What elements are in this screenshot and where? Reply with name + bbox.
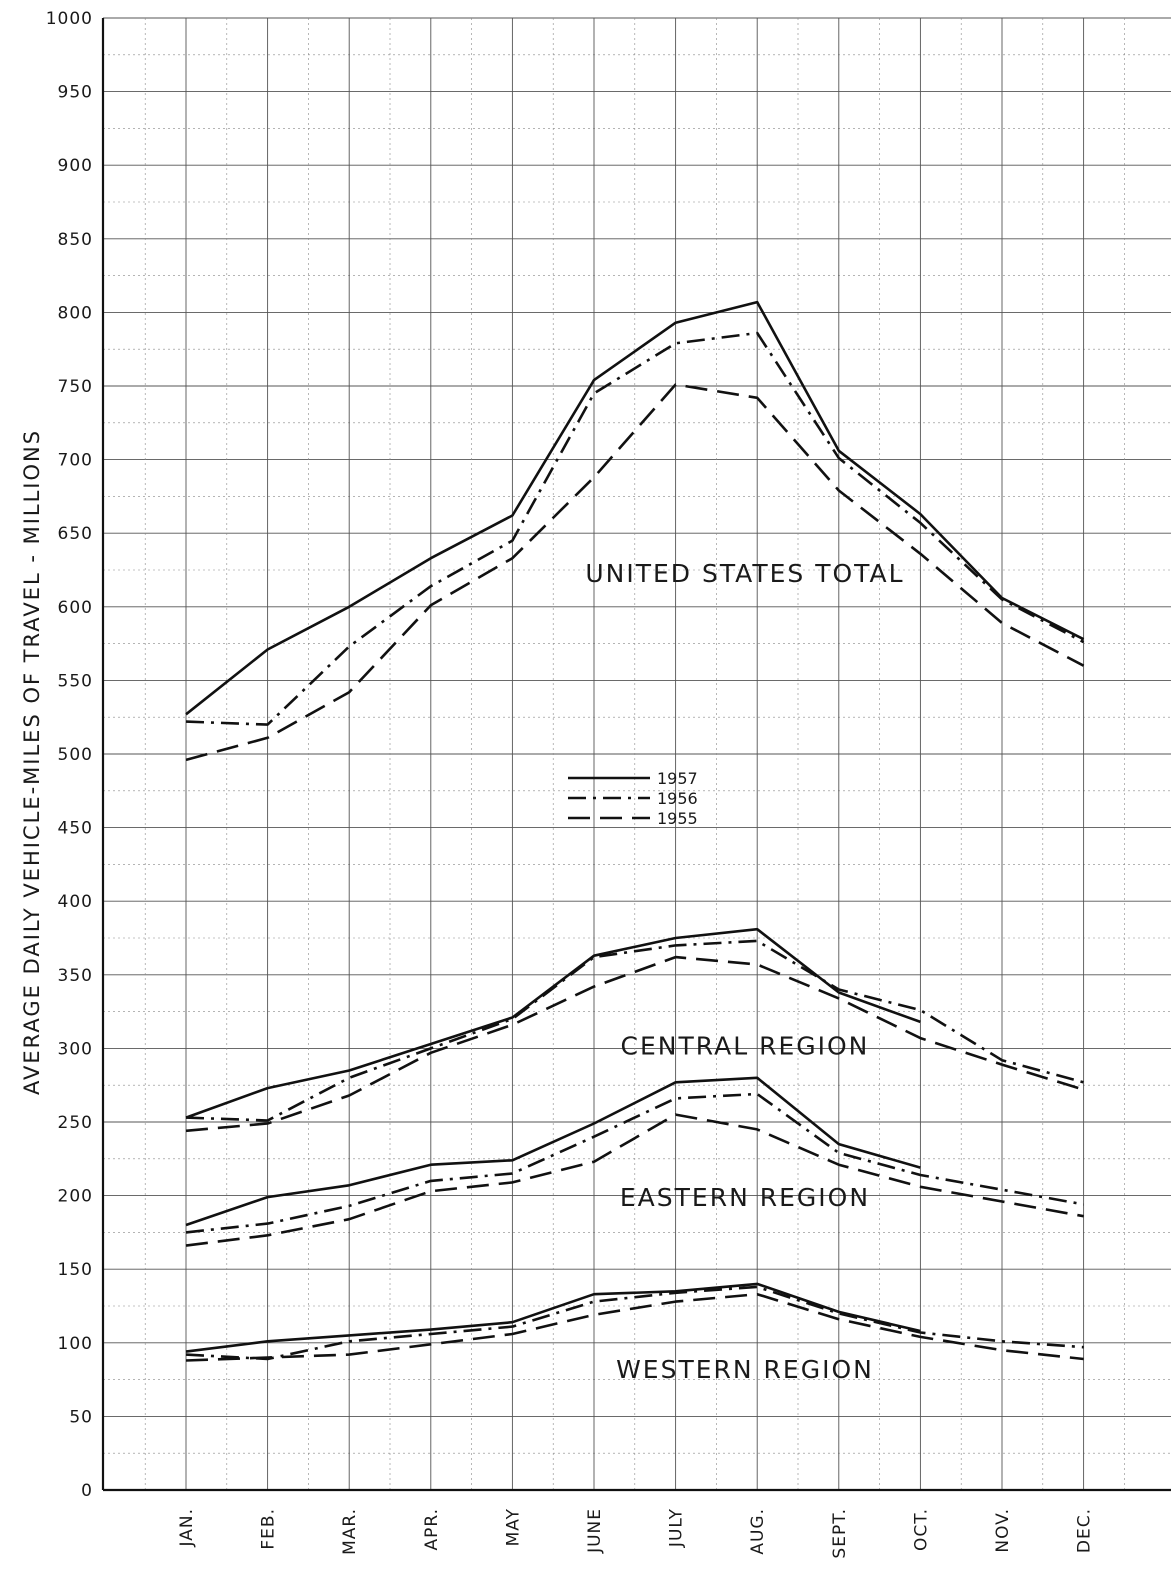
y-tick-label: 250 [58,1113,93,1133]
legend-label: 1956 [657,789,698,808]
y-tick-label: 450 [58,819,93,839]
region-label: UNITED STATES TOTAL [585,559,904,588]
y-tick-label: 100 [58,1334,93,1354]
y-tick-label: 50 [69,1407,93,1427]
y-tick-label: 550 [58,671,93,691]
y-tick-label: 350 [58,966,93,986]
region-label: EASTERN REGION [620,1183,870,1212]
series-line-1955 [185,1113,1084,1247]
series-line-1956 [185,1092,1084,1234]
x-tick-labels: JAN. FEB. MAR. APR. MAY JUNE JULY AUG. SEPT. OCT.… [177,1508,1095,1559]
y-tick-label: 700 [58,451,93,471]
series-line-1955 [185,955,1084,1133]
series-line-1957 [185,1282,921,1353]
x-tick-label: OCT. [911,1508,931,1551]
y-tick-label: 750 [58,377,93,397]
y-tick-label: 800 [58,303,93,323]
region-labels: UNITED STATES TOTAL CENTRAL REGION EASTERN… [585,559,904,1384]
legend-label: 1957 [657,769,698,788]
y-tick-label: 650 [58,524,93,544]
region-label: CENTRAL REGION [621,1031,870,1060]
y-axis-label: AVERAGE DAILY VEHICLE-MILES OF TRAVEL - … [20,429,44,1095]
x-tick-label: JULY [667,1508,687,1548]
x-tick-label: APR. [422,1508,442,1551]
y-tick-label: 900 [58,156,93,176]
y-tick-labels: 0 50 100 150 200 250 300 350 400 450 500 550 600 650 7… [46,9,93,1501]
y-tick-label: 200 [58,1187,93,1207]
x-tick-label: MAY [503,1508,523,1546]
series-line-1957 [185,300,1085,716]
x-tick-label: DEC. [1075,1508,1095,1553]
series-line-1956 [185,1285,1084,1361]
x-tick-label: JAN. [177,1508,197,1547]
y-tick-label: 300 [58,1039,93,1059]
grid [101,17,1171,1492]
x-tick-label: JUNE [585,1508,605,1554]
series-line-1956 [185,331,1085,726]
x-tick-label: NOV. [993,1508,1013,1553]
y-tick-label: 600 [58,598,93,618]
y-tick-label: 400 [58,892,93,912]
y-tick-label: 950 [58,83,93,103]
series-line-1955 [185,1292,1084,1362]
x-tick-label: SEPT. [830,1508,850,1559]
series-line-1956 [185,939,1084,1122]
region-label: WESTERN REGION [616,1355,874,1384]
y-tick-label: 1000 [46,9,93,29]
y-tick-label: 0 [81,1481,93,1501]
y-tick-label: 500 [58,745,93,765]
y-tick-label: 850 [58,230,93,250]
series-line-1957 [185,1076,921,1227]
x-tick-label: AUG. [748,1508,768,1555]
legend-label: 1955 [657,809,698,828]
series-lines [185,300,1085,1362]
series-line-1955 [185,383,1085,762]
x-tick-label: FEB. [259,1508,279,1550]
x-tick-label: MAR. [340,1508,360,1555]
y-tick-label: 150 [58,1260,93,1280]
